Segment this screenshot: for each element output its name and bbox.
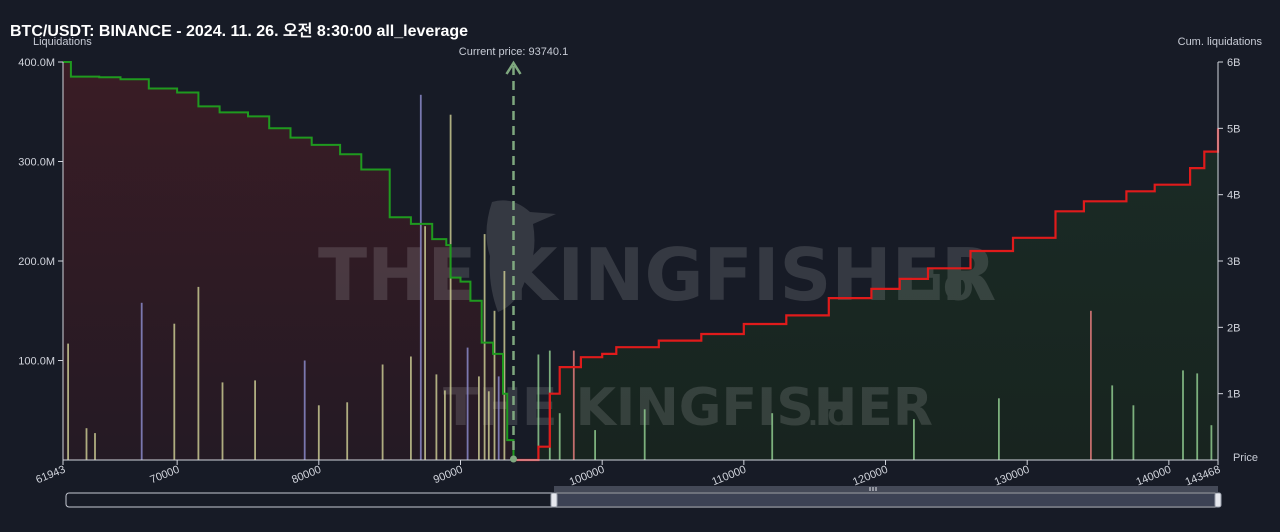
liquidation-bar xyxy=(1182,370,1184,460)
liquidation-bar xyxy=(643,409,646,460)
liquidation-bar xyxy=(197,286,200,460)
liquidation-bar xyxy=(346,402,349,460)
liquidation-bar xyxy=(419,94,422,461)
y2-tick-label: 3B xyxy=(1227,256,1240,268)
x-tick-label: 110000 xyxy=(710,464,748,489)
y2-tick-label: 1B xyxy=(1227,389,1240,401)
x-tick-label: 140000 xyxy=(1134,464,1173,489)
y2-tick-label: 2B xyxy=(1227,322,1240,334)
liquidation-bar xyxy=(424,226,426,460)
x-tick-label: 70000 xyxy=(148,464,181,487)
liquidation-bar xyxy=(317,405,320,460)
liquidation-bar xyxy=(771,413,774,460)
liquidation-bar xyxy=(173,323,176,460)
liquidation-bar xyxy=(487,391,490,460)
left-axis-title: Liquidations xyxy=(33,36,92,48)
liquidation-bar xyxy=(466,347,469,460)
liquidation-bar xyxy=(1111,385,1114,460)
y-tick-label: 300.0M xyxy=(18,157,55,169)
liquidation-bar xyxy=(493,310,496,461)
liquidation-bar xyxy=(140,302,143,460)
x-axis-title: Price xyxy=(1233,452,1258,464)
navigator-left-handle[interactable] xyxy=(550,492,558,508)
chart-title: BTC/USDT: BINANCE - 2024. 11. 26. 오전 8:3… xyxy=(10,23,469,40)
liquidation-bar xyxy=(558,413,561,460)
area-layer xyxy=(63,62,1218,461)
navigator-selection[interactable] xyxy=(554,494,1218,506)
liquidation-bar xyxy=(85,428,88,460)
watermark-suffix: .IO xyxy=(916,268,974,309)
navigator-right-handle[interactable] xyxy=(1214,492,1222,508)
x-tick-label: 90000 xyxy=(432,464,465,487)
x-tick-label: 80000 xyxy=(290,464,323,487)
x-tick-label: 61943 xyxy=(34,464,67,487)
bar-layer xyxy=(67,94,1213,461)
line-layer xyxy=(63,61,1220,462)
long-cumulative-area xyxy=(63,62,514,460)
range-navigator[interactable] xyxy=(65,486,1222,508)
liquidation-bar xyxy=(594,430,596,460)
liquidation-bar xyxy=(1090,310,1092,461)
liquidation-bar xyxy=(254,380,256,460)
liquidation-bar xyxy=(94,433,96,460)
y2-tick-label: 5B xyxy=(1227,123,1240,135)
watermark-secondary-suffix: .IO xyxy=(808,402,850,432)
watermark: THE KINGFISHER .IO THE KINGFISHER .IO xyxy=(318,200,996,438)
navigator-grip-icon[interactable] xyxy=(869,487,877,491)
liquidation-bar xyxy=(497,376,500,460)
x-tick-label: 130000 xyxy=(993,464,1032,489)
liquidation-bar xyxy=(435,374,438,460)
y-tick-label: 100.0M xyxy=(18,356,55,368)
liquidation-bar xyxy=(913,419,915,460)
liquidation-bar xyxy=(381,364,384,460)
liquidation-bar xyxy=(998,398,1000,460)
x-tick-label: 100000 xyxy=(568,464,607,489)
long-cumulative-line xyxy=(63,61,515,460)
liquidation-bar xyxy=(1196,373,1199,460)
liquidation-bar xyxy=(221,382,224,460)
short-cumulative-line xyxy=(513,128,1220,462)
liquidation-bar xyxy=(449,114,452,460)
liquidation-bar xyxy=(1210,425,1213,460)
liquidation-bar xyxy=(1132,405,1135,460)
y2-tick-label: 4B xyxy=(1227,190,1240,202)
liquidation-bar xyxy=(67,343,69,460)
y-tick-label: 400.0M xyxy=(18,57,55,69)
right-axis-title: Cum. liquidations xyxy=(1178,36,1263,48)
current-price-dot xyxy=(510,455,517,463)
liquidation-bar xyxy=(483,234,486,460)
navigator-scrollbar[interactable] xyxy=(554,486,1218,492)
x-tick-label: 120000 xyxy=(851,464,890,489)
liquidation-bar xyxy=(444,390,446,460)
current-price-marker: Current price: 93740.1 xyxy=(459,46,568,463)
watermark-secondary: THE KINGFISHER xyxy=(443,378,933,438)
y-tick-label: 200.0M xyxy=(18,256,55,268)
liquidation-bar xyxy=(478,376,480,460)
liquidation-bar xyxy=(537,354,540,460)
y2-tick-label: 6B xyxy=(1227,57,1240,69)
liquidation-bar xyxy=(410,356,412,460)
x-tick-label: 143468 xyxy=(1184,464,1223,489)
liquidation-bar xyxy=(503,271,506,460)
watermark-main: THE KINGFISHER xyxy=(318,233,996,317)
current-price-label: Current price: 93740.1 xyxy=(459,46,568,58)
liquidation-bar xyxy=(303,360,306,460)
liquidation-bar xyxy=(572,350,575,460)
short-cumulative-area xyxy=(513,128,1218,461)
